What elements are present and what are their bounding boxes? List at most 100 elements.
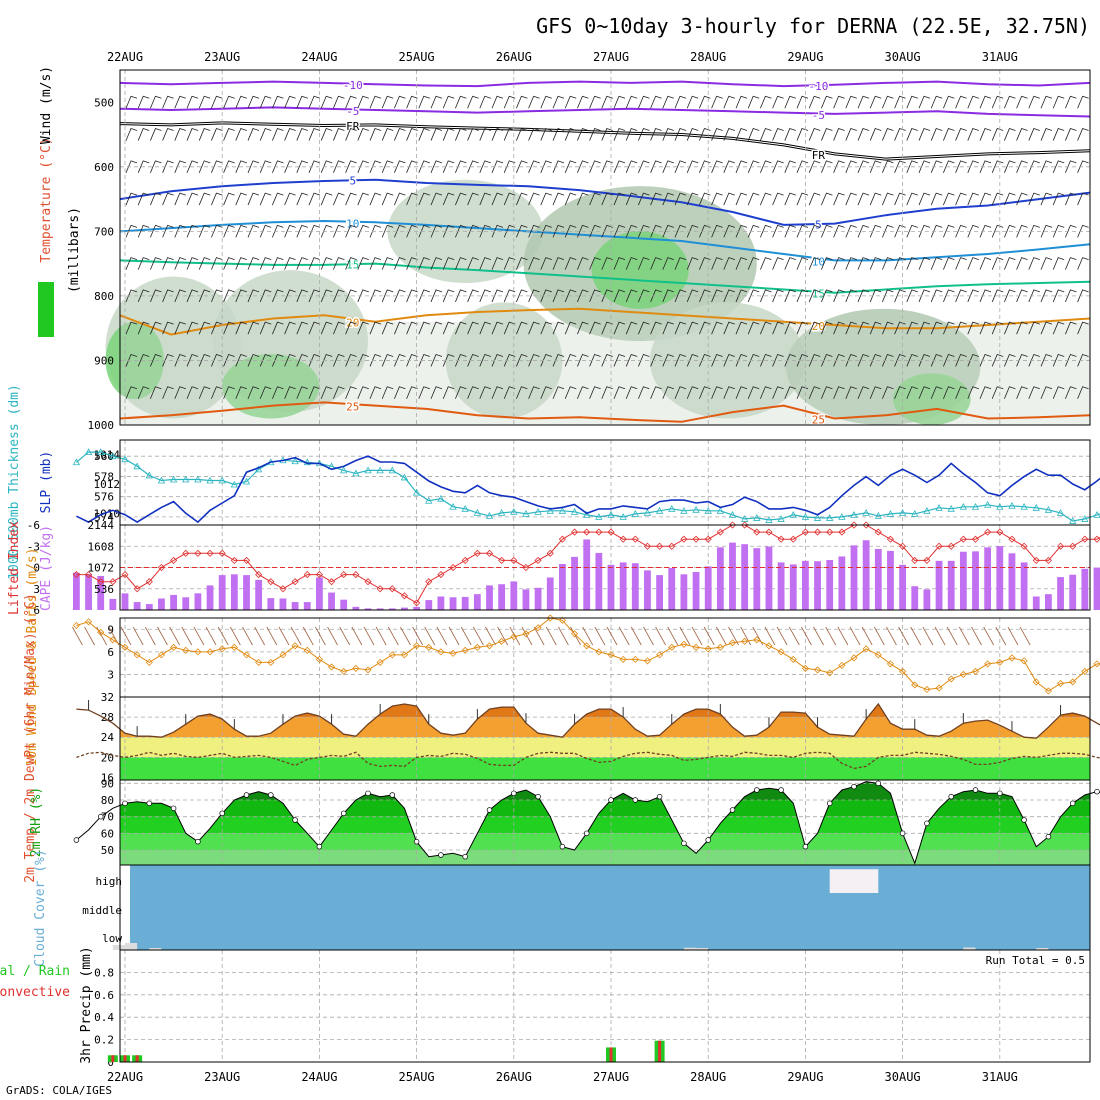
wind-barb <box>674 128 687 141</box>
wind-barb <box>1016 289 1028 303</box>
wind10m-barb <box>643 626 654 646</box>
wind-barb <box>638 95 650 109</box>
cape-bar <box>899 564 906 610</box>
cape-bar <box>741 544 749 610</box>
wind-speed-point <box>923 685 931 694</box>
date-label-top: 26AUG <box>496 50 532 64</box>
wind-barb <box>418 128 430 141</box>
thickness-point <box>218 476 226 484</box>
li-point <box>498 556 506 564</box>
wind-barb <box>564 386 577 399</box>
wind-barb <box>320 386 333 399</box>
wind10m-barb <box>922 626 934 646</box>
wind-barb <box>406 192 418 206</box>
wind-barb <box>662 257 674 270</box>
wind-barb <box>869 128 882 141</box>
precip-tick: 0 <box>107 1056 114 1069</box>
date-label-top: 27AUG <box>593 50 629 64</box>
wind-barb <box>247 95 260 109</box>
wind-barb <box>674 353 687 367</box>
wind-barb <box>1028 386 1040 399</box>
wind-barb <box>223 128 235 141</box>
wind-barb <box>857 192 870 206</box>
wind-barb <box>272 224 284 238</box>
wind-barb <box>381 192 394 206</box>
wind-barb <box>991 321 1004 335</box>
wind10m-barb <box>801 626 812 646</box>
wind-barb <box>137 321 150 335</box>
wind-axis-label: Wind (m/s) <box>39 66 54 144</box>
wind-barb <box>1077 321 1089 335</box>
li-point <box>753 528 761 536</box>
rh-point <box>802 843 809 850</box>
wind-barb <box>613 224 626 238</box>
wind10m-axis-label: 10m Wind Speed & Barbs (m/s) <box>25 547 40 766</box>
wind-barb <box>979 224 992 238</box>
wind-barb <box>345 192 357 206</box>
wind-barb <box>186 257 199 270</box>
wind-barb <box>906 321 918 335</box>
cloud-layer-tick: high <box>96 875 123 888</box>
wind10m-barb <box>144 626 156 646</box>
wind-barb <box>784 321 796 335</box>
wind-barb <box>125 321 138 335</box>
wind-barb <box>796 257 809 270</box>
wind-barb <box>1065 353 1077 367</box>
li-point <box>1081 535 1089 543</box>
wind-barb <box>174 128 186 141</box>
thickness-point <box>655 506 664 514</box>
wind-barb <box>333 289 345 303</box>
wind-barb <box>491 192 504 206</box>
li-point <box>570 528 579 536</box>
wind-barb <box>162 95 174 109</box>
wind-barb <box>625 289 638 303</box>
rh-band <box>120 850 1090 865</box>
wind-speed-point <box>170 643 178 651</box>
wind-barb <box>735 160 748 173</box>
cape-bar <box>571 556 578 610</box>
cross-frame <box>119 69 1091 426</box>
date-label-top: 22AUG <box>107 50 143 64</box>
wind-barb <box>650 95 662 109</box>
li-point <box>230 556 238 564</box>
wind10m-barb <box>84 626 95 646</box>
cape-bar <box>218 575 226 610</box>
wind-barb <box>442 289 455 303</box>
wind-barb <box>601 353 613 367</box>
wind-speed-point <box>194 648 202 656</box>
thickness-point <box>668 504 676 512</box>
wind-barb <box>699 95 711 109</box>
wind-barb <box>650 321 662 335</box>
wind-barb <box>662 289 674 303</box>
wind-barb <box>894 224 906 238</box>
wind-barb <box>918 160 931 173</box>
wind-barb <box>869 386 882 399</box>
wind-barb <box>296 224 308 238</box>
wind10m-barb <box>703 626 715 646</box>
li-point <box>716 528 724 536</box>
cape-bar <box>376 608 384 610</box>
li-point <box>255 571 263 579</box>
wind-barb <box>296 192 308 206</box>
rh-patch <box>222 354 320 419</box>
wind-barb <box>284 192 296 206</box>
cape-bar <box>413 606 420 610</box>
li-point <box>984 528 992 536</box>
wind-barb <box>198 224 211 238</box>
wind-barb <box>784 224 796 238</box>
li-point <box>631 535 639 543</box>
li-tick: -6 <box>27 519 40 532</box>
li-point <box>959 535 967 543</box>
wind-barb <box>1077 128 1089 141</box>
wind-barb <box>869 224 882 238</box>
wind-barb <box>491 128 504 141</box>
wind-barb <box>784 192 796 206</box>
wind-speed-point <box>619 655 627 663</box>
rh-tick: 60 <box>101 827 114 840</box>
cape-bar <box>1045 594 1052 610</box>
wind10m-barb <box>302 626 314 646</box>
wind-barb <box>821 257 833 270</box>
wind-barb <box>564 128 577 141</box>
wind-barb <box>516 321 528 335</box>
wind-barb <box>906 160 918 173</box>
